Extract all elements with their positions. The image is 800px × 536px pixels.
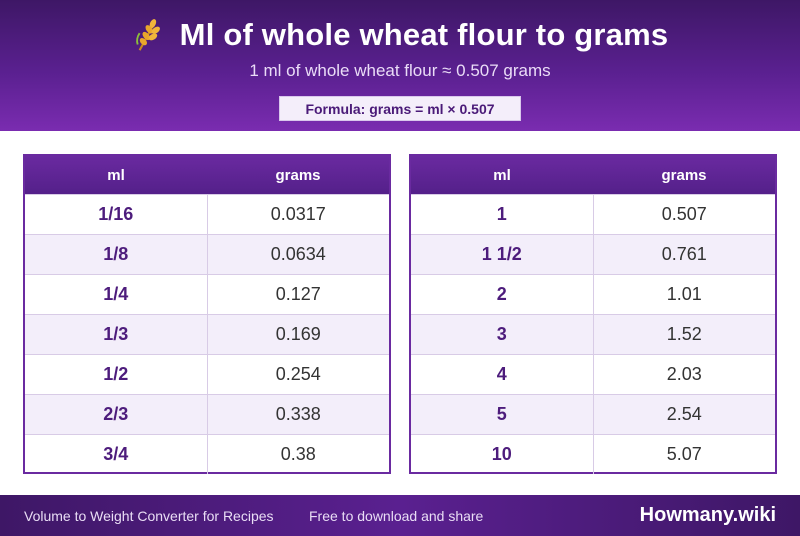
table-row: 1/4 0.127 xyxy=(25,274,389,314)
table-row: 3/4 0.38 xyxy=(25,434,389,474)
ml-cell: 1 1/2 xyxy=(411,235,594,274)
grams-cell: 0.338 xyxy=(275,404,321,424)
table-header: ml grams xyxy=(25,156,389,194)
grams-cell: 0.169 xyxy=(275,324,321,344)
grams-cell: 0.0634 xyxy=(270,244,326,264)
column-header-ml: ml xyxy=(493,166,511,184)
footer-tagline: Volume to Weight Converter for Recipes xyxy=(24,508,274,524)
conversion-table-left: ml grams 1/16 0.0317 1/8 0.0634 1/4 0.12… xyxy=(23,154,391,474)
ml-cell: 3 xyxy=(411,315,594,354)
ml-cell: 1/16 xyxy=(25,195,208,234)
footer-bar: Volume to Weight Converter for Recipes F… xyxy=(0,495,800,536)
column-header-grams: grams xyxy=(275,166,321,184)
footer-share-note: Free to download and share xyxy=(309,508,484,524)
table-row: 1/16 0.0317 xyxy=(25,194,389,234)
grams-cell: 0.38 xyxy=(280,444,316,464)
table-row: 4 2.03 xyxy=(411,354,775,394)
title-row: Ml of whole wheat flour to grams xyxy=(0,12,800,58)
grams-cell: 5.07 xyxy=(666,444,702,464)
grams-cell: 0.0317 xyxy=(270,204,326,224)
table-row: 3 1.52 xyxy=(411,314,775,354)
ml-cell: 1/8 xyxy=(25,235,208,274)
page-title: Ml of whole wheat flour to grams xyxy=(179,17,669,52)
ml-cell: 2/3 xyxy=(25,395,208,434)
grams-cell: 0.127 xyxy=(275,284,321,304)
table-row: 2/3 0.338 xyxy=(25,394,389,434)
header-banner: Ml of whole wheat flour to grams 1 ml of… xyxy=(0,0,800,131)
conversion-subtitle: 1 ml of whole wheat flour ≈ 0.507 grams xyxy=(249,61,551,80)
brand-logo[interactable]: Howmany.wiki xyxy=(639,504,776,526)
table-row: 1/2 0.254 xyxy=(25,354,389,394)
ml-cell: 5 xyxy=(411,395,594,434)
grams-cell: 1.01 xyxy=(666,284,702,304)
ml-cell: 1 xyxy=(411,195,594,234)
column-header-ml: ml xyxy=(107,166,125,184)
table-row: 1/3 0.169 xyxy=(25,314,389,354)
grams-cell: 2.03 xyxy=(666,364,702,384)
ml-cell: 3/4 xyxy=(25,435,208,474)
grams-cell: 0.761 xyxy=(661,244,707,264)
ml-cell: 10 xyxy=(411,435,594,474)
ml-cell: 4 xyxy=(411,355,594,394)
ml-cell: 2 xyxy=(411,275,594,314)
table-row: 1 0.507 xyxy=(411,194,775,234)
conversion-table-right: ml grams 1 0.507 1 1/2 0.761 2 1.01 3 1.… xyxy=(409,154,777,474)
table-row: 2 1.01 xyxy=(411,274,775,314)
ml-cell: 1/3 xyxy=(25,315,208,354)
wheat-icon xyxy=(135,19,160,51)
grams-cell: 0.507 xyxy=(661,204,707,224)
table-row: 5 2.54 xyxy=(411,394,775,434)
grams-cell: 2.54 xyxy=(666,404,702,424)
ml-cell: 1/2 xyxy=(25,355,208,394)
table-header: ml grams xyxy=(411,156,775,194)
column-header-grams: grams xyxy=(661,166,707,184)
grams-cell: 1.52 xyxy=(666,324,702,344)
grams-cell: 0.254 xyxy=(275,364,321,384)
formula-badge: Formula: grams = ml × 0.507 xyxy=(279,96,521,121)
table-row: 10 5.07 xyxy=(411,434,775,474)
ml-cell: 1/4 xyxy=(25,275,208,314)
table-row: 1/8 0.0634 xyxy=(25,234,389,274)
table-row: 1 1/2 0.761 xyxy=(411,234,775,274)
